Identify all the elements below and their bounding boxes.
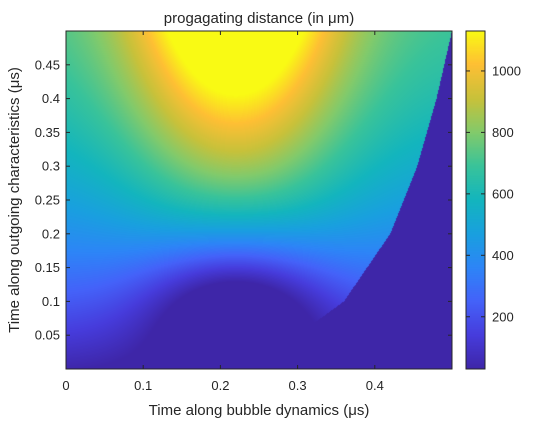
y-axis-ticks: 0.05 0.1 0.15 0.2 0.25 0.3 0.35 0.4 0.45	[35, 57, 452, 343]
y-tick-label: 0.1	[42, 294, 60, 309]
colorbar-ticks: 200 400 600 800 1000	[466, 63, 521, 324]
colorbar-wrapper	[466, 31, 485, 369]
x-tick-label: 0	[62, 378, 69, 393]
x-tick-label: 0.3	[289, 378, 307, 393]
heatmap-area-wrapper	[66, 31, 452, 369]
y-tick-label: 0.4	[42, 91, 60, 106]
x-tick-label: 0.2	[211, 378, 229, 393]
x-axis-ticks: 0 0.1 0.2 0.3 0.4	[62, 31, 384, 393]
y-tick-label: 0.2	[42, 226, 60, 241]
y-tick-label: 0.05	[35, 328, 60, 343]
x-tick-label: 0.1	[134, 378, 152, 393]
colorbar-tick-label: 1000	[492, 63, 521, 78]
x-axis-label: Time along bubble dynamics (μs)	[149, 402, 370, 419]
y-tick-label: 0.3	[42, 159, 60, 174]
colorbar-tick-label: 400	[492, 248, 514, 263]
chart-title: progagating distance (in μm)	[164, 10, 354, 27]
y-tick-label: 0.25	[35, 193, 60, 208]
colorbar	[466, 31, 485, 369]
colorbar-tick-label: 600	[492, 186, 514, 201]
heatmap-canvas	[66, 31, 452, 369]
x-tick-label: 0.4	[366, 378, 384, 393]
colorbar-tick-label: 800	[492, 125, 514, 140]
y-axis-label: Time along outgoing characteristics (μs)	[6, 67, 23, 333]
colorbar-tick-label: 200	[492, 309, 514, 324]
y-tick-label: 0.45	[35, 57, 60, 72]
y-tick-label: 0.15	[35, 260, 60, 275]
y-tick-label: 0.35	[35, 125, 60, 140]
colorbar-frame	[465, 30, 486, 370]
